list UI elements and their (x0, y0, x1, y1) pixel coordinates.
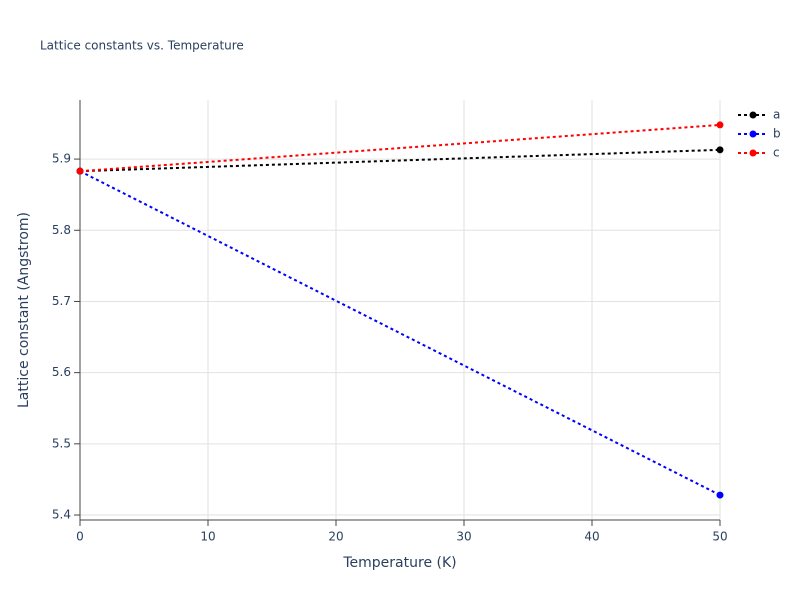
x-axis-label: Temperature (K) (342, 555, 456, 571)
x-tick-label: 0 (76, 530, 84, 544)
y-tick-label: 5.6 (52, 365, 71, 379)
data-point (76, 167, 84, 175)
y-tick-label: 5.5 (52, 436, 71, 450)
y-tick-label: 5.7 (52, 294, 71, 308)
y-axis-label: Lattice constant (Angstrom) (16, 212, 32, 408)
data-point (716, 121, 724, 129)
data-point (716, 491, 724, 499)
y-tick-label: 5.9 (52, 152, 71, 166)
legend-marker (749, 130, 757, 138)
legend-marker (749, 111, 757, 119)
x-tick-label: 20 (328, 530, 343, 544)
x-tick-label: 30 (456, 530, 471, 544)
legend-label: a (773, 108, 780, 122)
legend-label: c (773, 146, 780, 160)
y-tick-label: 5.8 (52, 223, 71, 237)
series-line (79, 170, 721, 496)
data-point (716, 146, 724, 154)
x-tick-label: 10 (200, 530, 215, 544)
series-line (79, 123, 721, 173)
x-tick-label: 50 (712, 530, 727, 544)
legend-marker (749, 149, 757, 157)
chart-title: Lattice constants vs. Temperature (40, 39, 244, 53)
x-tick-label: 40 (584, 530, 599, 544)
series-line (79, 148, 721, 173)
legend-label: b (773, 127, 781, 141)
y-tick-label: 5.4 (52, 508, 71, 522)
